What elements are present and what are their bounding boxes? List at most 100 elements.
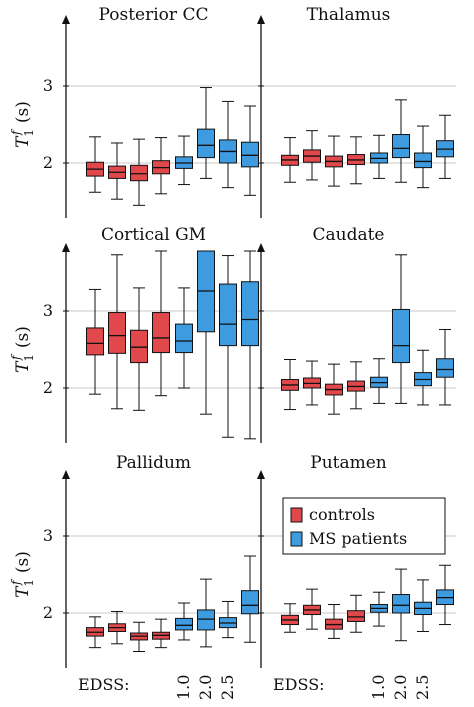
x-tick-label: 1.0: [174, 675, 193, 700]
box-4: [347, 594, 365, 633]
box-5: [370, 134, 388, 179]
legend-swatch: [290, 507, 303, 523]
ylabel-sub: 1: [22, 579, 36, 587]
box-6: [197, 250, 215, 415]
ylabel-unit: (s): [13, 101, 33, 128]
panel-title: Cortical GM: [101, 225, 206, 245]
box-6: [197, 87, 215, 179]
y-tick-label: 3: [43, 526, 53, 545]
x-axis-label: EDSS:: [78, 675, 130, 694]
box-7: [219, 600, 237, 639]
panel-title: Putamen: [310, 453, 387, 473]
x-tick-label: 2.0: [391, 675, 410, 700]
box-iqr: [130, 329, 148, 364]
x-axis-label: EDSS:: [273, 675, 325, 694]
box-2: [303, 130, 321, 181]
box-6: [392, 254, 410, 404]
panel-title: Posterior CC: [99, 5, 209, 25]
panel-title: Caudate: [312, 225, 384, 245]
box-7: [414, 125, 432, 189]
box-3: [325, 135, 343, 187]
ylabel-sub: 1: [22, 354, 36, 362]
panel-cortical-gm: 2 3 T1f (s) Cortical GM: [9, 225, 261, 443]
box-1: [281, 137, 299, 183]
box-8: [436, 564, 454, 626]
x-tick-label: 2.5: [413, 675, 432, 700]
box-7: [219, 255, 237, 438]
legend-label: controls: [309, 505, 375, 524]
y-tick-label: 2: [43, 153, 53, 172]
ylabel-unit: (s): [13, 551, 33, 578]
box-iqr: [108, 312, 126, 354]
y-tick-label: 2: [43, 378, 53, 397]
y-axis-label: T1f (s): [9, 101, 36, 148]
box-iqr: [414, 152, 432, 169]
box-8: [241, 105, 259, 196]
box-iqr: [241, 281, 259, 347]
box-iqr: [175, 617, 193, 631]
box-2: [108, 610, 126, 645]
x-tick-label: 2.0: [196, 675, 215, 700]
box-iqr: [392, 308, 410, 364]
box-8: [436, 328, 454, 406]
box-4: [347, 361, 365, 410]
y-tick-label: 2: [43, 603, 53, 622]
box-1: [86, 136, 104, 193]
ylabel-unit: (s): [13, 326, 33, 353]
ylabel-T: T: [13, 360, 33, 373]
y-axis-arrow: [257, 15, 265, 24]
box-6: [392, 99, 410, 183]
x-tick-label: 2.5: [218, 675, 237, 700]
ylabel-sup: f: [9, 128, 23, 136]
box-5: [175, 135, 193, 186]
panel-caudate: Caudate: [257, 225, 456, 443]
box-4: [347, 136, 365, 185]
legend-label: MS patients: [309, 529, 407, 548]
box-iqr: [241, 590, 259, 615]
box-3: [130, 138, 148, 206]
box-7: [219, 100, 237, 189]
box-5: [370, 358, 388, 404]
box-2: [303, 360, 321, 406]
box-8: [241, 555, 259, 643]
box-6: [392, 568, 410, 642]
box-6: [197, 578, 215, 648]
legend: controls MS patients: [282, 497, 446, 555]
box-iqr: [392, 134, 410, 159]
panel-pallidum: 2 3 T1f (s) Pallidum EDSS: 1.0 2.0 2.5: [9, 453, 261, 700]
y-axis-arrow: [62, 243, 70, 252]
box-iqr: [175, 323, 193, 354]
box-1: [281, 603, 299, 633]
box-iqr: [197, 128, 215, 159]
ylabel-sub: 1: [22, 129, 36, 137]
box-iqr: [197, 609, 215, 631]
box-3: [130, 287, 148, 411]
box-4: [152, 618, 170, 649]
box-5: [175, 602, 193, 641]
ylabel-T: T: [13, 135, 33, 148]
box-1: [281, 359, 299, 411]
box-7: [414, 579, 432, 632]
y-axis-arrow: [62, 15, 70, 24]
box-5: [175, 287, 193, 389]
box-iqr: [347, 610, 365, 622]
panel-thalamus: Thalamus: [257, 5, 456, 218]
box-5: [370, 591, 388, 627]
panel-title: Pallidum: [116, 453, 191, 473]
panel-title: Thalamus: [307, 5, 391, 25]
ylabel-sup: f: [9, 578, 23, 586]
box-iqr: [241, 141, 259, 168]
box-3: [130, 621, 148, 652]
box-2: [108, 254, 126, 410]
legend-frame: [282, 497, 446, 555]
box-iqr: [152, 312, 170, 354]
y-axis-arrow: [257, 470, 265, 479]
box-1: [86, 288, 104, 395]
box-8: [241, 250, 259, 440]
box-iqr: [219, 283, 237, 347]
box-3: [325, 604, 343, 639]
panel-posterior-cc: 2 3 T1f (s) Posterior CC: [9, 5, 261, 218]
legend-swatch: [290, 531, 303, 547]
box-4: [152, 250, 170, 397]
